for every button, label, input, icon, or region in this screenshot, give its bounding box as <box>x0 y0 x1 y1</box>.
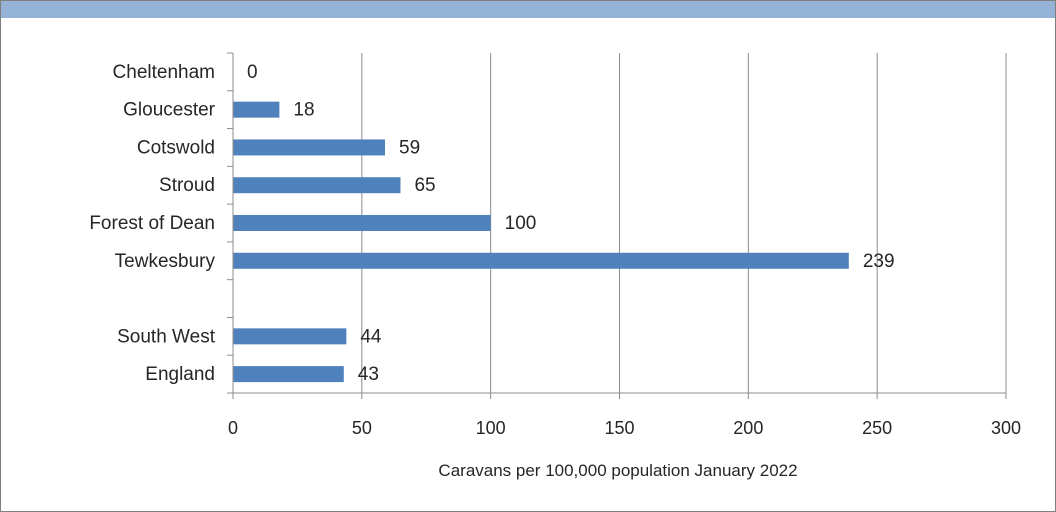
category-label: Tewkesbury <box>115 251 216 272</box>
category-label: Gloucester <box>123 100 216 121</box>
bar <box>233 139 386 156</box>
x-tick-label: 0 <box>228 418 238 438</box>
category-label: Cheltenham <box>113 62 215 83</box>
x-tick-label: 200 <box>733 418 763 438</box>
x-axis-title: Caravans per 100,000 population January … <box>438 461 797 480</box>
category-label: Forest of Dean <box>89 213 215 234</box>
data-label: 43 <box>358 364 379 385</box>
bar <box>233 177 401 194</box>
category-label: Stroud <box>159 175 215 196</box>
bar <box>233 252 849 269</box>
data-label: 0 <box>247 62 258 83</box>
category-labels: Cheltenham Gloucester Cotswold Stroud Forest… <box>89 62 215 385</box>
bar <box>233 366 344 383</box>
bars <box>233 101 849 383</box>
axes <box>227 52 1007 399</box>
x-tick-labels: 0 50 100 150 200 250 300 <box>228 418 1021 438</box>
bar <box>233 328 347 345</box>
data-label: 65 <box>414 175 435 196</box>
bar <box>233 215 491 231</box>
data-labels: 0 18 59 65 100 239 44 43 <box>247 62 895 385</box>
data-label: 18 <box>293 100 314 121</box>
x-tick-label: 250 <box>862 418 892 438</box>
category-label: South West <box>117 326 216 347</box>
figure-header-band <box>1 1 1055 18</box>
data-label: 100 <box>505 213 537 234</box>
x-tick-label: 300 <box>991 418 1021 438</box>
data-label: 44 <box>360 326 382 347</box>
x-tick-label: 50 <box>352 418 372 438</box>
data-label: 59 <box>399 137 420 158</box>
bar <box>233 101 280 118</box>
data-label: 239 <box>863 251 895 272</box>
x-tick-label: 100 <box>476 418 506 438</box>
category-label: Cotswold <box>137 137 215 158</box>
category-label: England <box>145 364 215 385</box>
x-tick-label: 150 <box>604 418 634 438</box>
